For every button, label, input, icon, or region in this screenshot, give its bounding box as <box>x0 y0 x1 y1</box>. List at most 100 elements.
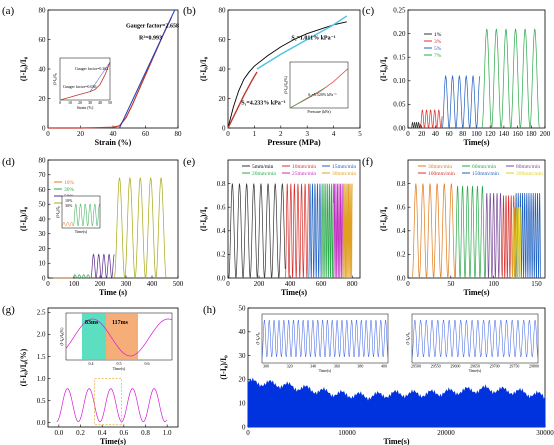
legend-entry: 10mm/min <box>292 164 316 170</box>
series-line <box>333 183 344 279</box>
inset-frame <box>261 313 389 364</box>
y-tick-label: 0 <box>42 274 46 282</box>
x-tick-label: 0 <box>406 130 410 138</box>
panel-label: (h) <box>203 304 216 316</box>
panel-5: 0 50 100 150 0.0 0.2 0.4 0.6 0.8 Time(s) (I-I₀)/I₀… <box>379 159 546 297</box>
inset-x-tick-label: 20 <box>78 100 82 105</box>
series-line <box>454 185 486 279</box>
legend-entry: 25mm/min <box>292 171 316 177</box>
panel-label: (g) <box>2 304 15 316</box>
x-tick-label: 0 <box>226 280 230 288</box>
inset-x-tick-label: 320 <box>287 364 293 369</box>
legend-entry: 5% <box>434 46 442 52</box>
y-tick-label: 20 <box>239 376 247 384</box>
legend-entry: 1% <box>434 32 442 38</box>
x-axis-label: Strain (%) <box>95 138 132 147</box>
y-tick-label: 0.25 <box>393 6 406 14</box>
inset-x-tick-label: 300 <box>263 364 269 369</box>
x-axis-label: Time(s) <box>463 138 489 147</box>
inset-legend-entry: 10% <box>65 198 73 203</box>
inset-x-tick-label: 340 <box>310 364 316 369</box>
plot-frame <box>227 159 361 279</box>
x-tick-label: 100 <box>69 280 80 288</box>
y-tick-label: 0.4 <box>217 227 226 235</box>
inset-x-label: Time(s) <box>319 368 332 373</box>
fall-time-label: 117ms <box>112 320 129 326</box>
series-line <box>113 177 167 279</box>
legend-entry: 7% <box>434 53 442 59</box>
annotation: Gauger factor=2.658 <box>126 24 179 30</box>
y-tick-label: 20 <box>39 245 47 253</box>
inset-frame <box>289 61 349 109</box>
x-tick-label: 600 <box>316 280 327 288</box>
panel-2: 0 20 40 60 80 100 120 140 160 180 200 0.00 0.05 0.10 0… <box>379 6 551 147</box>
legend-entry: 30mm/min <box>428 164 452 170</box>
legend-entry: 80mm/min <box>516 164 540 170</box>
inset-series <box>73 203 101 227</box>
y-tick-label: 0.8 <box>397 180 406 188</box>
inset-series <box>289 68 349 109</box>
plot-frame <box>407 9 546 129</box>
y-tick-label: 0.6 <box>397 204 406 212</box>
inset-x-tick-label: 360 <box>334 364 340 369</box>
series-line <box>228 183 286 279</box>
panel-3: 0 100 200 300 400 500 0 10 20 30 40 50 60 70 80 Time (s… <box>19 156 184 297</box>
inset-x-tick-label: 29600 <box>450 364 460 369</box>
x-tick-label: 20000 <box>437 429 455 437</box>
x-tick-label: 0.4 <box>98 429 107 437</box>
inset-x-tick-label: 29650 <box>470 364 480 369</box>
y-tick-label: 0.0 <box>37 419 46 427</box>
x-tick-label: 10000 <box>338 429 356 437</box>
x-tick-label: 160 <box>512 130 523 138</box>
x-tick-label: 0 <box>46 280 50 288</box>
inset-x-tick-label: 0 <box>59 100 61 105</box>
inset-x-tick-label: 30 <box>88 100 92 105</box>
inset-series <box>411 319 539 358</box>
y-tick-label: 60 <box>219 36 227 44</box>
y-tick-label: 0 <box>42 124 46 132</box>
series-line <box>90 253 115 279</box>
y-tick-label: 20 <box>219 95 227 103</box>
y-tick-label: 0.0 <box>397 274 406 282</box>
x-tick-label: 80 <box>175 130 183 138</box>
inset-x-tick-label: 0.4 <box>89 361 94 366</box>
x-tick-label: 0 <box>46 130 50 138</box>
series-line <box>227 21 347 129</box>
y-tick-label: 40 <box>239 328 247 336</box>
y-tick-label: 40 <box>39 215 47 223</box>
inset-x-tick-label: 29500 <box>411 364 421 369</box>
x-tick-label: 500 <box>173 280 184 288</box>
y-tick-label: 80 <box>39 156 47 164</box>
series-line <box>512 207 522 279</box>
x-axis-label: Pressure (MPa) <box>267 138 321 147</box>
inset-x-tick-label: 400 <box>381 364 387 369</box>
x-tick-label: 20 <box>77 130 85 138</box>
x-tick-label: 60 <box>142 130 150 138</box>
legend-entry: 15mm/min <box>332 164 356 170</box>
inset-x-tick-label: 29550 <box>431 364 441 369</box>
x-tick-label: 40 <box>432 130 440 138</box>
annotation: S₂=1.011% kPa⁻¹ <box>291 36 335 42</box>
inset-y-label: (I-I₀)/I₀ <box>405 332 410 344</box>
y-axis-label: (I-I₀)/I₀ <box>379 56 388 81</box>
y-axis-label: (I-I₀)/I₀ <box>199 56 208 81</box>
x-tick-label: 140 <box>499 130 510 138</box>
x-tick-label: 1 <box>253 130 257 138</box>
x-tick-label: 0.0 <box>54 429 63 437</box>
inset-series <box>59 62 111 101</box>
inset-x-label: Time(s) <box>113 366 126 371</box>
annotation: S₁=4.233% kPa⁻¹ <box>241 100 286 106</box>
legend-entry: 60mm/min <box>472 164 496 170</box>
x-tick-label: 120 <box>485 130 496 138</box>
inset-annotation: Gauger factor=0.262 <box>75 66 108 71</box>
y-tick-label: 1.0 <box>37 375 46 383</box>
inset-annotation: Gauger factor=0.036 <box>63 84 96 89</box>
legend-entry: 30% <box>64 187 75 193</box>
inset-x-tick-label: 380 <box>357 364 363 369</box>
series-line <box>411 121 421 129</box>
series-line <box>72 274 92 279</box>
x-tick-label: 3 <box>305 130 309 138</box>
legend-entry: 150mm/min <box>472 171 499 177</box>
y-tick-label: 1.5 <box>37 353 46 361</box>
x-tick-label: 200 <box>95 280 106 288</box>
